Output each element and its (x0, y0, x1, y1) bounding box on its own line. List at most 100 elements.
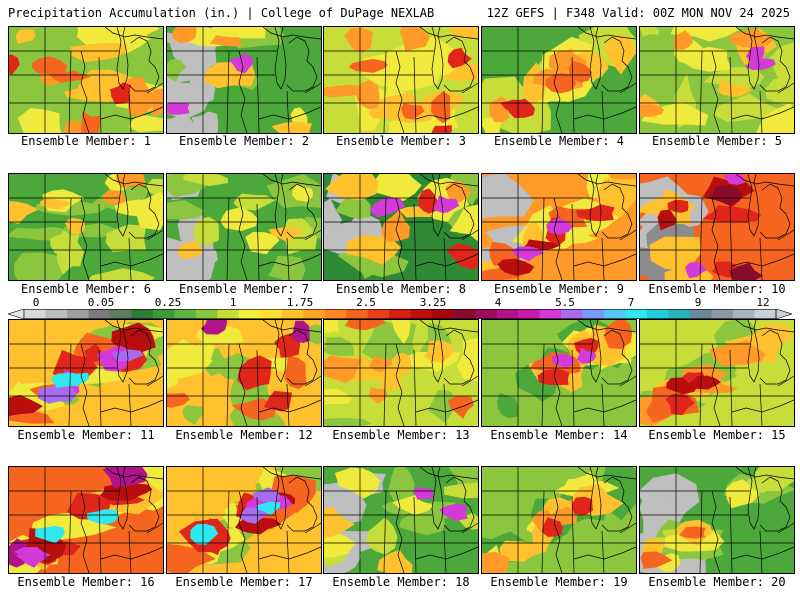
precip-contour (769, 42, 794, 85)
boundary-line (729, 496, 733, 573)
boundary-line (443, 183, 475, 239)
colorbar-swatch (754, 309, 777, 319)
boundary-line (415, 253, 478, 267)
precip-contour (673, 30, 694, 51)
precip-contour (167, 58, 187, 82)
precip-contour (324, 336, 354, 356)
boundary-line (601, 183, 633, 239)
ensemble-map-panel[interactable] (639, 319, 795, 427)
colorbar-swatch (45, 309, 68, 319)
ensemble-map-panel[interactable] (323, 26, 479, 134)
precip-contour (447, 396, 474, 419)
boundary-line (601, 237, 605, 280)
precip-contour (456, 338, 478, 382)
boundary-line (116, 174, 129, 237)
colorbar-swatch (238, 309, 261, 319)
boundary-line (304, 229, 321, 241)
boundary-line (258, 399, 321, 413)
colorbar-swatch (303, 309, 326, 319)
precip-contour (344, 320, 386, 331)
ensemble-map-panel[interactable] (481, 319, 637, 427)
precip-contour (183, 174, 228, 187)
boundary-line (128, 383, 132, 426)
ensemble-map-panel[interactable] (323, 466, 479, 574)
precip-contour (32, 56, 68, 75)
ensemble-map-panel[interactable] (323, 319, 479, 427)
boundary-line (100, 253, 163, 267)
boundary-line (553, 343, 563, 426)
ensemble-map-panel[interactable] (166, 466, 322, 574)
precip-contour (94, 27, 152, 54)
precip-contour (51, 373, 80, 388)
precip-contour (88, 268, 155, 280)
boundary-line (128, 183, 160, 239)
ensemble-map-panel[interactable] (481, 26, 637, 134)
precip-contour (324, 531, 356, 558)
ensemble-map-panel[interactable] (8, 26, 164, 134)
ensemble-map-panel[interactable] (481, 173, 637, 281)
boundary-line (256, 56, 260, 133)
precip-contour (391, 320, 411, 345)
ensemble-map-panel[interactable] (8, 173, 164, 281)
boundary-line (731, 253, 794, 267)
ensemble-map-panel[interactable] (8, 319, 164, 427)
boundary-line (419, 467, 478, 480)
boundary-line (541, 343, 545, 426)
boundary-line (80, 50, 90, 133)
precip-contour (274, 333, 301, 358)
precipitation-map (482, 174, 636, 280)
boundary-line (601, 530, 605, 573)
boundary-line (601, 90, 605, 133)
boundary-line (461, 522, 478, 534)
precip-contour (271, 121, 313, 133)
ensemble-map-panel[interactable] (323, 173, 479, 281)
precip-contour (674, 46, 732, 72)
ensemble-map-panel[interactable] (639, 26, 795, 134)
precip-contour (14, 252, 67, 280)
precip-contour (604, 320, 633, 349)
boundary-line (431, 467, 444, 530)
precip-contour (9, 201, 38, 224)
ensemble-member-label: Ensemble Member: 12 (175, 428, 313, 442)
colorbar-swatch (733, 309, 756, 319)
boundary-line (258, 546, 321, 560)
precip-contour (349, 58, 388, 73)
precip-contour (729, 28, 775, 48)
boundary-line (777, 82, 794, 94)
precipitation-map (324, 27, 478, 133)
precip-contour (443, 482, 478, 499)
ensemble-map-panel[interactable] (166, 173, 322, 281)
precip-contour (482, 551, 510, 573)
boundary-line (258, 106, 321, 120)
precip-contour (412, 487, 434, 500)
boundary-line (443, 476, 475, 532)
boundary-line (589, 27, 602, 90)
precip-contour (37, 381, 77, 404)
colorbar-swatch (518, 309, 541, 319)
boundary-line (601, 476, 633, 532)
precip-contour (324, 320, 340, 334)
boundary-line (304, 82, 321, 94)
boundary-line (80, 343, 90, 426)
ensemble-map-panel[interactable] (639, 466, 795, 574)
ensemble-member-label: Ensemble Member: 4 (493, 134, 625, 148)
ensemble-map-panel[interactable] (166, 319, 322, 427)
boundary-line (777, 375, 794, 387)
boundary-line (226, 197, 230, 280)
colorbar-swatch (88, 309, 111, 319)
boundary-line (577, 467, 636, 480)
boundary-line (256, 496, 260, 573)
precipitation-map (324, 320, 478, 426)
boundary-line (589, 467, 602, 530)
ensemble-map-panel[interactable] (481, 466, 637, 574)
ensemble-map-panel[interactable] (8, 466, 164, 574)
precip-contour (667, 200, 689, 213)
precip-contour (145, 178, 163, 196)
precipitation-map (482, 467, 636, 573)
ensemble-map-panel[interactable] (166, 26, 322, 134)
precip-contour (709, 340, 767, 367)
precip-contour (537, 368, 570, 385)
precipitation-map (167, 467, 321, 573)
boundary-line (128, 36, 160, 92)
ensemble-map-panel[interactable] (639, 173, 795, 281)
